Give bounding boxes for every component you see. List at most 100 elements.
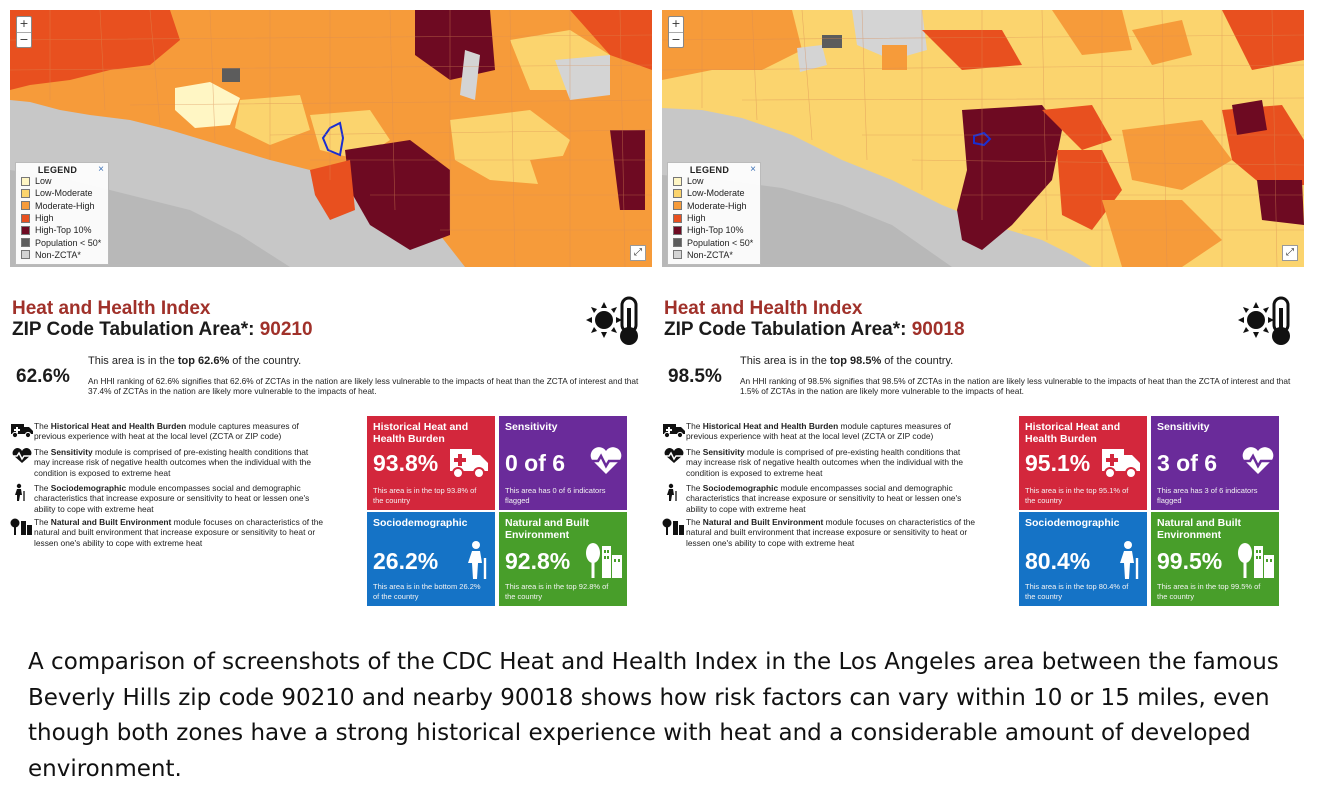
tile-note: This area is in the top 92.8% of the cou…	[505, 582, 609, 601]
tile-sociodemographic[interactable]: Sociodemographic 26.2% This area is in t…	[367, 512, 495, 606]
mt-pre: The	[34, 447, 51, 457]
mt-post: module focuses on characteristics of the…	[34, 517, 324, 548]
tile-label: Historical Heat and Health Burden	[1025, 421, 1121, 445]
zoom-control: + −	[668, 16, 684, 48]
zoom-out-button[interactable]: −	[669, 32, 683, 47]
zoom-in-button[interactable]: +	[671, 17, 681, 30]
mt-post: module is comprised of pre-existing heal…	[686, 447, 963, 478]
legend-label: Population < 50*	[687, 237, 754, 248]
rank-summary-bold: top 62.6%	[177, 355, 230, 367]
legend-label: High	[687, 213, 706, 224]
tile-value: 26.2%	[373, 548, 439, 574]
legend-label: Low	[35, 176, 52, 187]
mt-post: module captures measures of previous exp…	[34, 421, 299, 442]
zoom-in-button[interactable]: +	[19, 17, 29, 30]
mt-pre: The	[34, 483, 51, 493]
legend-item: Non-ZCTA*	[21, 249, 104, 261]
expand-map-icon[interactable]: ⤢	[630, 245, 646, 261]
mt-pre: The	[686, 447, 703, 457]
tile-note: This area is in the top 95.1% of the cou…	[1025, 486, 1129, 505]
legend-item: Non-ZCTA*	[673, 249, 756, 261]
legend-swatch	[673, 188, 682, 198]
map-view[interactable]: + − LEGEND × Low Low-Moderate Moderate-Hig…	[10, 10, 652, 267]
tree-building-icon	[10, 518, 32, 535]
hhi-panel-90018: + − LEGEND × Low Low-Moderate Moderate-Hig…	[662, 0, 1304, 615]
zcta-subtitle: ZIP Code Tabulation Area*: 90210	[12, 319, 313, 341]
legend-swatch	[21, 250, 30, 260]
legend-swatch	[673, 238, 682, 248]
module-text: The Sensitivity module is comprised of p…	[686, 447, 978, 478]
tree-building-icon	[662, 518, 684, 535]
legend-item: High-Top 10%	[673, 224, 756, 236]
module-text: The Sensitivity module is comprised of p…	[34, 447, 326, 478]
mt-pre: The	[686, 517, 703, 527]
module-historical: The Historical Heat and Health Burden mo…	[10, 421, 326, 442]
tile-label: Sensitivity	[505, 421, 558, 433]
tile-environment[interactable]: Natural and Built Environment 92.8% This…	[499, 512, 627, 606]
legend-item: Low	[673, 175, 756, 187]
tile-sociodemographic[interactable]: Sociodemographic 80.4% This area is in t…	[1019, 512, 1147, 606]
tile-value: 80.4%	[1025, 548, 1091, 574]
legend-label: Non-ZCTA*	[687, 249, 733, 260]
legend-title: LEGEND	[689, 165, 730, 175]
tile-sensitivity[interactable]: Sensitivity 0 of 6 This area has 0 of 6 …	[499, 416, 627, 510]
heart-pulse-icon	[590, 447, 622, 474]
tile-value: 92.8%	[505, 548, 571, 574]
tile-value: 93.8%	[373, 450, 439, 476]
zoom-control: + −	[16, 16, 32, 48]
elderly-person-icon	[15, 483, 25, 501]
tile-note: This area is in the top 93.8% of the cou…	[373, 486, 477, 505]
mt-post: module encompasses social and demographi…	[686, 483, 962, 514]
rank-summary-pre: This area is in the	[740, 355, 830, 367]
legend-close-icon[interactable]: ×	[750, 164, 756, 175]
legend-swatch	[673, 176, 682, 186]
legend-swatch	[21, 201, 30, 211]
legend-item: High	[21, 212, 104, 224]
legend-item: Low-Moderate	[21, 187, 104, 199]
mt-bold: Historical Heat and Health Burden	[702, 421, 839, 431]
heart-pulse-icon	[12, 448, 32, 463]
legend-label: Non-ZCTA*	[35, 249, 81, 260]
tile-historical-burden[interactable]: Historical Heat and Health Burden 93.8% …	[367, 416, 495, 510]
mt-pre: The	[686, 483, 703, 493]
module-sensitivity: The Sensitivity module is comprised of p…	[10, 447, 326, 478]
choropleth-map[interactable]	[662, 10, 1304, 267]
legend-item: Moderate-High	[673, 200, 756, 212]
elderly-person-icon	[468, 541, 487, 579]
legend-swatch	[673, 250, 682, 260]
zoom-out-button[interactable]: −	[17, 32, 31, 47]
legend-label: Low-Moderate	[687, 188, 745, 199]
mt-post: module captures measures of previous exp…	[686, 421, 951, 442]
module-environment: The Natural and Built Environment module…	[10, 517, 326, 548]
zcta-subtitle: ZIP Code Tabulation Area*: 90018	[664, 319, 965, 341]
sun-thermometer-icon	[1238, 296, 1290, 345]
legend-item: High	[673, 212, 756, 224]
rank-detail: An HHI ranking of 62.6% signifies that 6…	[88, 376, 639, 396]
tile-label: Natural and Built Environment	[505, 517, 590, 541]
expand-map-icon[interactable]: ⤢	[1282, 245, 1298, 261]
map-view[interactable]: + − LEGEND × Low Low-Moderate Moderate-Hig…	[662, 10, 1304, 267]
tile-value: 3 of 6	[1157, 450, 1218, 476]
ambulance-icon	[663, 424, 685, 439]
mt-bold: Sociodemographic	[50, 483, 127, 493]
legend-label: High-Top 10%	[35, 225, 92, 236]
tile-environment[interactable]: Natural and Built Environment 99.5% This…	[1151, 512, 1279, 606]
tile-note: This area has 3 of 6 indicators flagged	[1157, 486, 1258, 505]
legend-close-icon[interactable]: ×	[98, 164, 104, 175]
module-text: The Sociodemographic module encompasses …	[686, 483, 978, 514]
map-legend: LEGEND × Low Low-Moderate Moderate-High Hig…	[667, 162, 761, 266]
rank-summary-pre: This area is in the	[88, 355, 178, 367]
rank-summary-post: of the country.	[229, 355, 302, 367]
legend-swatch	[673, 225, 682, 235]
mt-pre: The	[686, 421, 703, 431]
hhi-rank-value: 98.5%	[668, 366, 722, 387]
tree-building-icon	[586, 543, 622, 578]
rank-detail: An HHI ranking of 98.5% signifies that 9…	[740, 376, 1291, 396]
hhi-panel-90210: + − LEGEND × Low Low-Moderate Moderate-Hig…	[10, 0, 652, 615]
tile-sensitivity[interactable]: Sensitivity 3 of 6 This area has 3 of 6 …	[1151, 416, 1279, 510]
legend-label: High	[35, 213, 54, 224]
tile-note: This area is in the top 80.4% of the cou…	[1025, 582, 1129, 601]
legend-label: Population < 50*	[35, 237, 102, 248]
tile-historical-burden[interactable]: Historical Heat and Health Burden 95.1% …	[1019, 416, 1147, 510]
mt-post: module is comprised of pre-existing heal…	[34, 447, 311, 478]
